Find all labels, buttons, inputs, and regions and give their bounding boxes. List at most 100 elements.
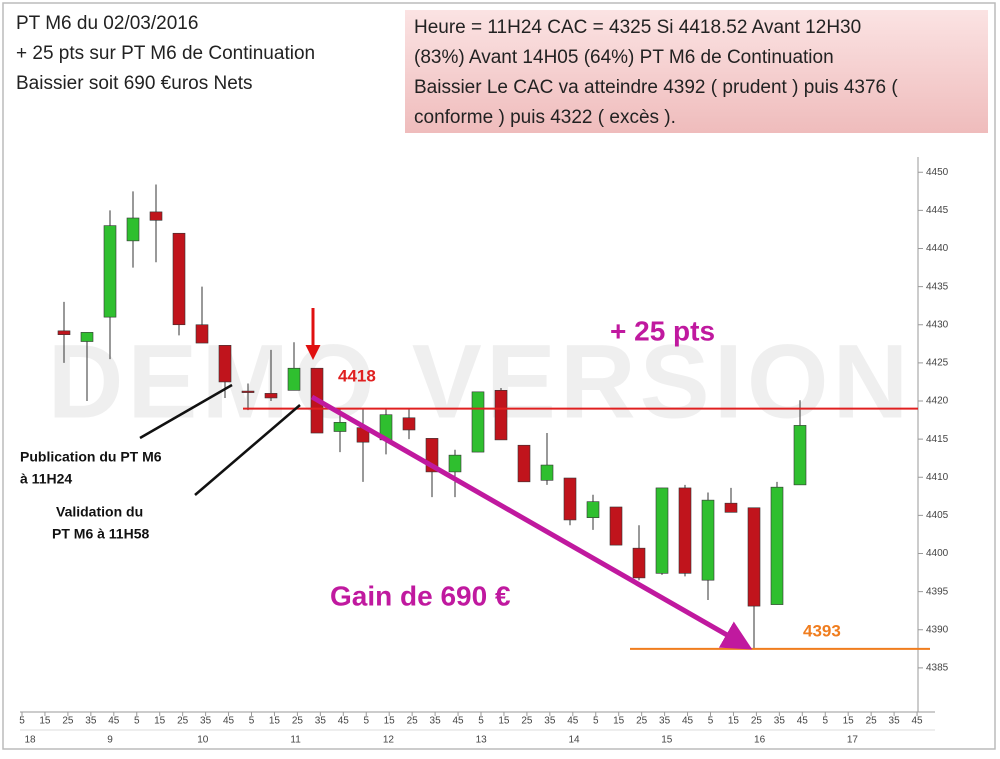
hour-label: 9 <box>107 735 113 746</box>
hour-label: 15 <box>661 735 673 746</box>
x-tick-label: 35 <box>315 716 327 727</box>
candle-body <box>609 506 623 546</box>
validation-note: PT M6 à 11H58 <box>52 526 149 542</box>
hour-label: 17 <box>847 735 859 746</box>
x-tick-label: 45 <box>338 716 350 727</box>
candle-body <box>126 217 140 242</box>
x-tick-label: 15 <box>843 716 855 727</box>
candle-body <box>333 422 347 432</box>
hour-label: 13 <box>476 735 488 746</box>
pointer-line <box>194 404 301 496</box>
candle-body <box>218 345 232 383</box>
texts: PT M6 du 02/03/2016 + 25 pts sur PT M6 de… <box>16 13 898 640</box>
info-line: conforme ) puis 4322 ( excès ). <box>414 107 676 128</box>
x-tick-label: 5 <box>708 716 714 727</box>
candle-body <box>793 425 807 486</box>
candle-body <box>287 367 301 391</box>
candle-body <box>494 390 508 441</box>
y-tick-label: 4390 <box>926 624 949 635</box>
x-tick-label: 25 <box>521 716 533 727</box>
y-tick-label: 4385 <box>926 663 949 674</box>
x-tick-label: 45 <box>797 716 809 727</box>
info-line: (83%) Avant 14H05 (64%) PT M6 de Continu… <box>414 47 834 68</box>
x-tick-label: 45 <box>567 716 579 727</box>
x-tick-label: 5 <box>363 716 369 727</box>
y-tick-label: 4440 <box>926 243 949 254</box>
candle-body <box>770 486 784 605</box>
x-tick-label: 25 <box>636 716 648 727</box>
candle-body <box>172 232 186 326</box>
x-tick-label: 15 <box>728 716 740 727</box>
y-tick-label: 4445 <box>926 205 949 216</box>
gain-label: Gain de 690 € <box>330 580 511 611</box>
y-tick-label: 4410 <box>926 472 949 483</box>
y-tick-label: 4450 <box>926 167 949 178</box>
x-tick-label: 5 <box>249 716 255 727</box>
x-tick-label: 15 <box>498 716 510 727</box>
x-tick-label: 35 <box>544 716 556 727</box>
x-tick-label: 15 <box>613 716 625 727</box>
info-box <box>405 10 988 133</box>
candle-body <box>632 547 646 579</box>
x-tick-label: 45 <box>682 716 694 727</box>
candle-body <box>241 390 255 393</box>
x-tick-label: 5 <box>593 716 599 727</box>
candle-body <box>57 330 71 335</box>
candle-body <box>586 501 600 518</box>
x-tick-label: 5 <box>822 716 828 727</box>
candle-body <box>540 464 554 481</box>
info-line: Baissier Le CAC va atteindre 4392 ( prud… <box>414 77 898 98</box>
x-tick-label: 35 <box>889 716 901 727</box>
candle-body <box>149 211 163 221</box>
x-tick-label: 35 <box>85 716 97 727</box>
x-tick-label: 25 <box>292 716 304 727</box>
x-tick-label: 35 <box>430 716 442 727</box>
publication-note: Publication du PT M6 <box>20 449 162 465</box>
x-tick-label: 45 <box>911 716 923 727</box>
x-tick-label: 15 <box>269 716 281 727</box>
x-tick-label: 45 <box>223 716 235 727</box>
x-tick-label: 45 <box>452 716 464 727</box>
y-tick-label: 4420 <box>926 396 949 407</box>
y-tick-label: 4400 <box>926 548 949 559</box>
header-line: PT M6 du 02/03/2016 <box>16 13 198 34</box>
y-tick-label: 4425 <box>926 358 949 369</box>
publication-note: à 11H24 <box>20 471 72 487</box>
candle-body <box>195 324 209 344</box>
candle-body <box>80 332 94 342</box>
x-tick-label: 35 <box>200 716 212 727</box>
hour-label: 16 <box>754 735 766 746</box>
plot: 4385 4390 4395 4400 4405 4410 4415 4420 4425 4430… <box>19 167 948 746</box>
candle-body <box>655 487 669 574</box>
candle-body <box>724 502 738 513</box>
y-tick-label: 4405 <box>926 510 949 521</box>
candle-body <box>448 454 462 473</box>
hour-label: 14 <box>568 735 580 746</box>
x-tick-label: 25 <box>177 716 189 727</box>
x-tick-label: 5 <box>19 716 25 727</box>
hour-label: 18 <box>24 735 36 746</box>
hour-label: 10 <box>197 735 209 746</box>
trend-arrow <box>310 394 753 650</box>
y-tick-label: 4430 <box>926 319 949 330</box>
x-tick-label: 45 <box>108 716 120 727</box>
candle-body <box>563 477 577 521</box>
candle-body <box>517 444 531 483</box>
hour-label: 11 <box>290 735 301 746</box>
y-tick-label: 4435 <box>926 281 949 292</box>
header-line: Baissier soit 690 €uros Nets <box>16 73 253 94</box>
x-tick-label: 15 <box>39 716 51 727</box>
signal-label: 4418 <box>338 366 376 385</box>
pointer-line <box>139 383 233 440</box>
x-tick-label: 25 <box>751 716 763 727</box>
info-line: Heure = 11H24 CAC = 4325 Si 4418.52 Avan… <box>414 17 861 38</box>
x-tick-label: 5 <box>134 716 140 727</box>
x-tick-label: 15 <box>384 716 396 727</box>
x-tick-label: 15 <box>154 716 166 727</box>
hour-label: 12 <box>383 735 395 746</box>
validation-note: Validation du <box>56 504 143 520</box>
x-tick-label: 25 <box>62 716 74 727</box>
candle-body <box>103 225 117 318</box>
